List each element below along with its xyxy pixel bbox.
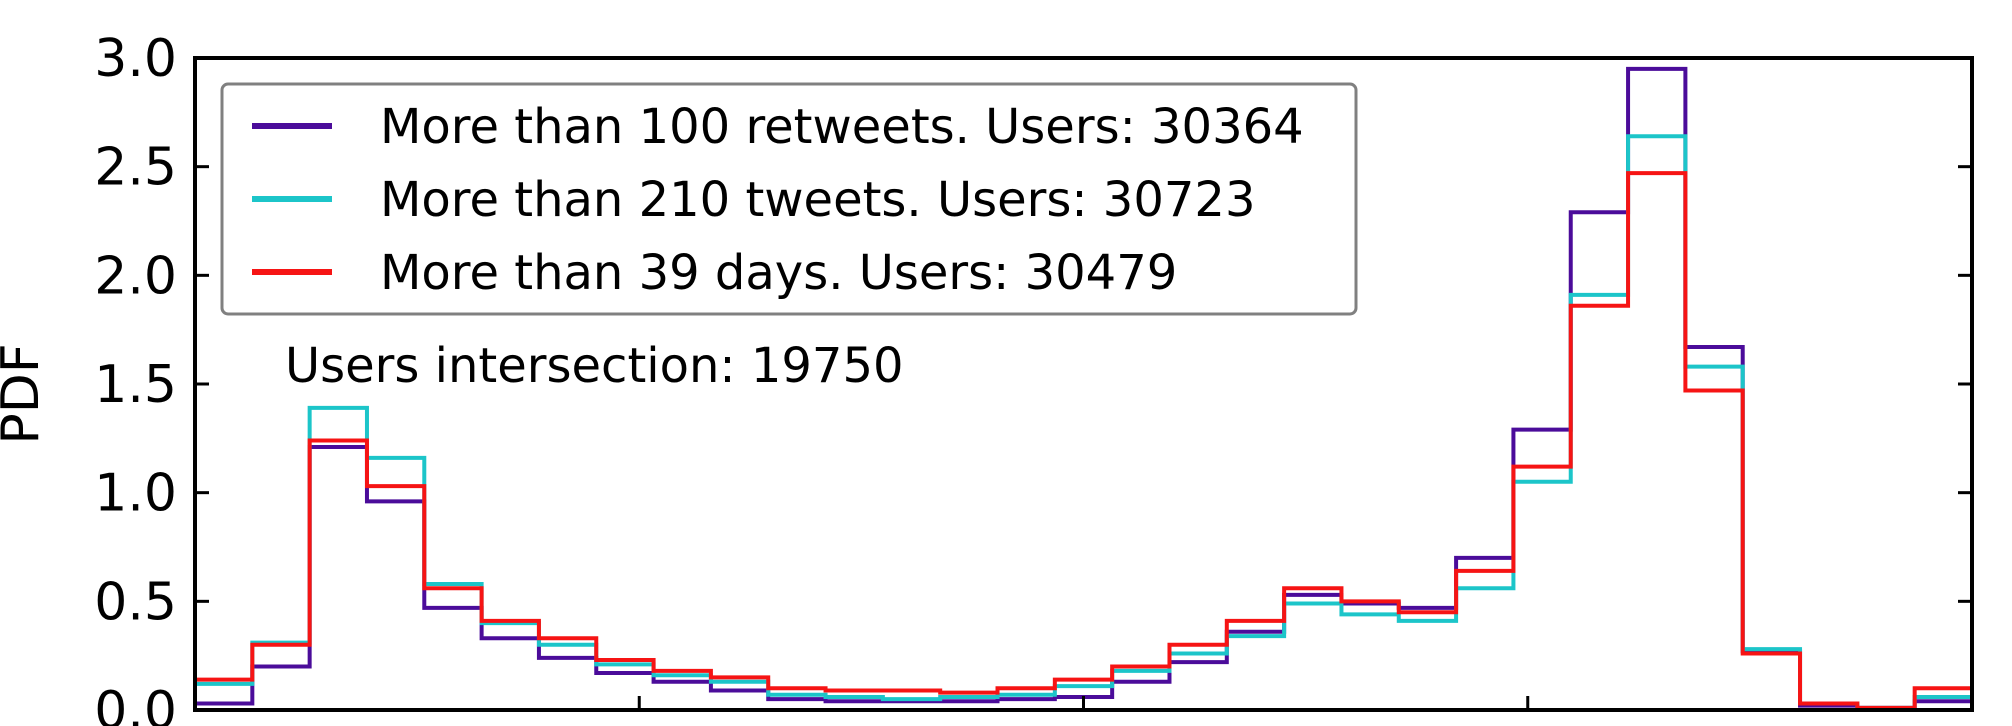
legend-label-3: More than 39 days. Users: 30479 bbox=[380, 245, 1177, 301]
y-tick-label: 2.0 bbox=[94, 246, 177, 306]
y-tick-label: 0.5 bbox=[94, 572, 177, 632]
annotation-users-intersection: Users intersection: 19750 bbox=[285, 338, 904, 394]
y-tick-label: 3.0 bbox=[94, 29, 177, 89]
legend-label-2: More than 210 tweets. Users: 30723 bbox=[380, 172, 1255, 228]
series-line-2 bbox=[195, 134, 1972, 710]
legend: More than 100 retweets. Users: 30364 More… bbox=[220, 82, 1358, 316]
x-axis bbox=[637, 696, 1530, 710]
series-line-3 bbox=[195, 171, 1972, 710]
y-tick-label: 1.0 bbox=[94, 464, 177, 524]
y-tick-label: 0.0 bbox=[94, 681, 177, 726]
y-tick-label: 1.5 bbox=[94, 355, 177, 415]
legend-label-1: More than 100 retweets. Users: 30364 bbox=[380, 99, 1304, 155]
series-line-1 bbox=[195, 66, 1972, 710]
series-lines bbox=[195, 66, 1972, 710]
y-axis: 0.0 0.5 1.0 1.5 2.0 2.5 3.0 bbox=[94, 29, 1972, 726]
y-axis-label: PDF bbox=[0, 343, 51, 444]
legend-box bbox=[220, 82, 1358, 316]
y-tick-label: 2.5 bbox=[94, 138, 177, 198]
